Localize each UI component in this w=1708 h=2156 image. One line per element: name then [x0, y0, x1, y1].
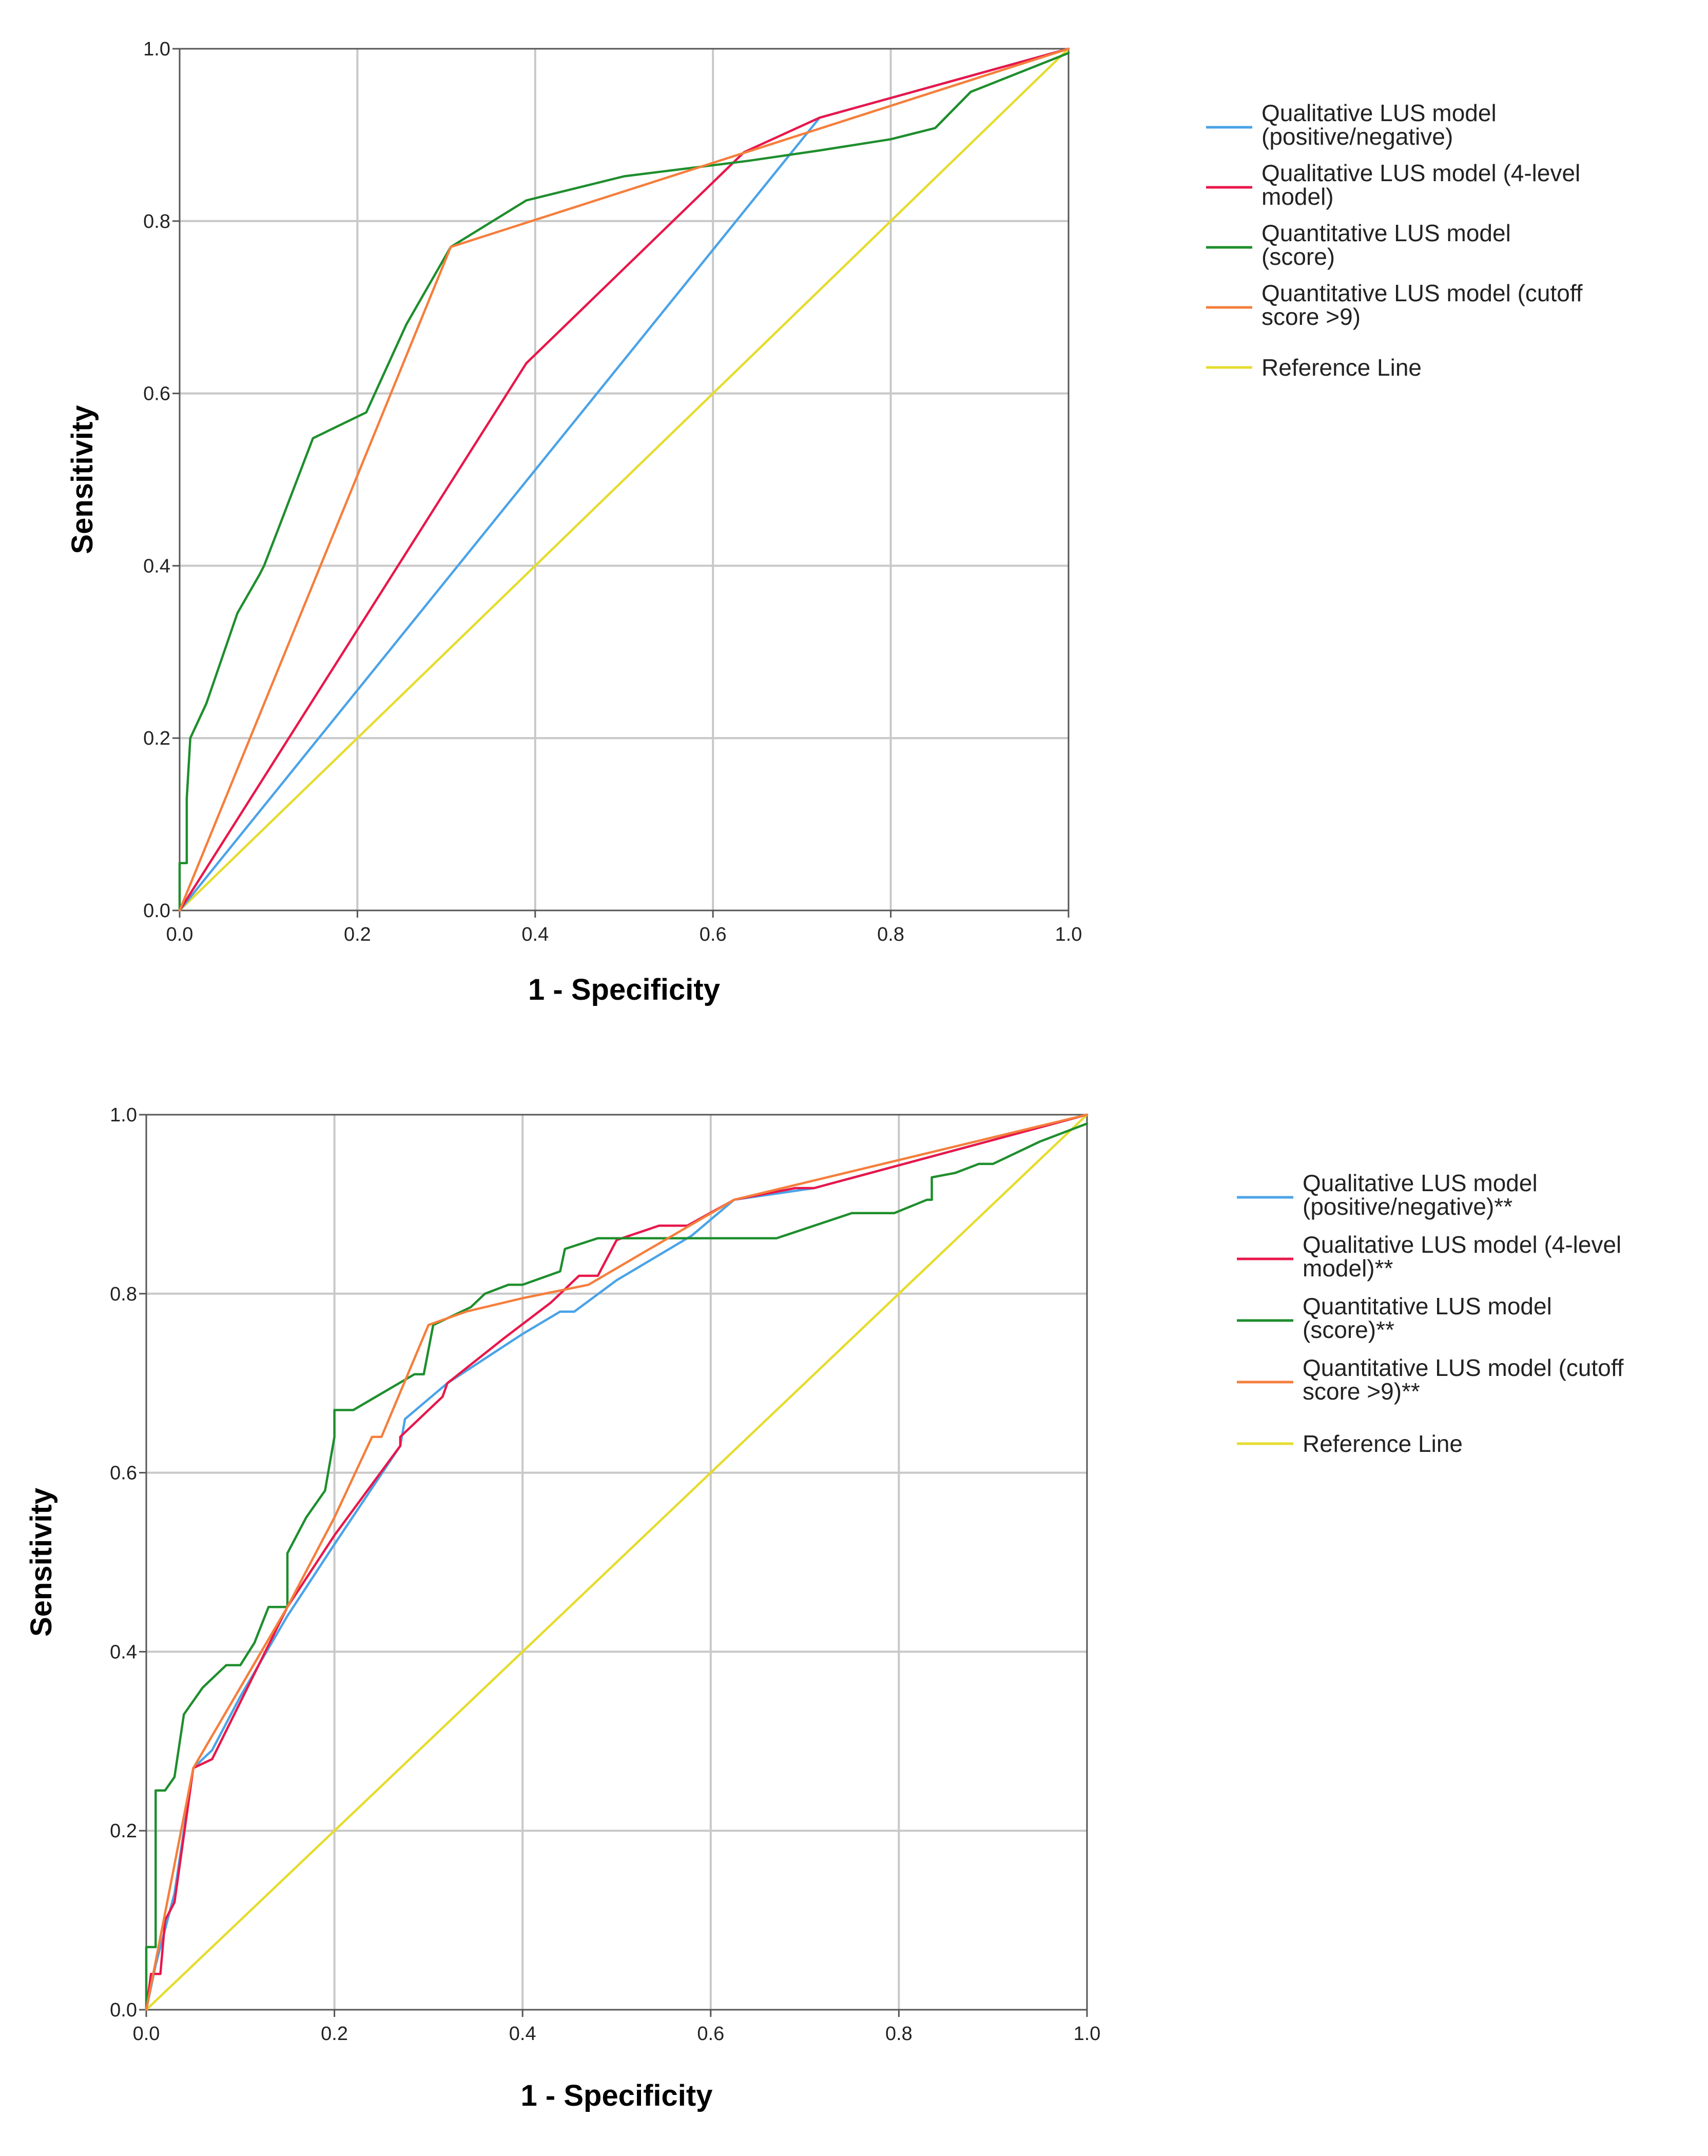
x-axis-title: 1 - Specificity [521, 2079, 713, 2112]
y-tick-label: 0.8 [143, 211, 170, 232]
x-tick-label: 1.0 [1055, 924, 1082, 945]
y-tick-label: 0.2 [143, 728, 170, 749]
y-tick-label: 0.2 [110, 1820, 137, 1842]
x-tick-label: 0.2 [321, 2023, 348, 2045]
legend-item: Qualitative LUS model(positive/negative)… [1237, 1170, 1538, 1220]
legend-item: Quantitative LUS model(score)** [1237, 1293, 1552, 1343]
roc-line-quantitative-lus-model-score [145, 1122, 1089, 2011]
legend: Qualitative LUS model(positive/negative)… [1206, 100, 1583, 381]
legend-item: Reference Line [1237, 1430, 1463, 1457]
y-tick-label: 0.4 [110, 1641, 137, 1663]
roc-line-qualitative-lus-model-4-level-model [145, 1113, 1089, 2011]
plot-frame [179, 48, 1070, 911]
x-tick-label: 0.4 [521, 924, 549, 945]
legend-label: Qualitative LUS model [1303, 1170, 1538, 1196]
y-tick-label: 1.0 [110, 1104, 137, 1126]
x-tick-label: 0.0 [133, 2023, 160, 2045]
y-tick-label: 0.0 [143, 900, 170, 922]
x-tick-label: 0.8 [877, 924, 904, 945]
x-tick-label: 1.0 [1074, 2023, 1101, 2045]
x-axis-title: 1 - Specificity [528, 973, 720, 1006]
roc-line-quantitative-lus-model-score [178, 52, 1070, 912]
x-tick-label: 0.0 [166, 924, 193, 945]
legend-label: Quantitative LUS model [1261, 220, 1511, 246]
legend-label: Reference Line [1303, 1430, 1463, 1457]
roc-line-reference-line [178, 47, 1070, 912]
legend-label: Qualitative LUS model (4-level [1303, 1231, 1621, 1258]
legend-label: Quantitative LUS model (cutoff [1303, 1354, 1624, 1381]
y-axis-title: Sensitivity [66, 405, 99, 554]
y-tick-label: 0.0 [110, 1999, 137, 2021]
legend-label: (score) [1261, 243, 1335, 270]
legend-label: Reference Line [1261, 354, 1422, 381]
x-tick-label: 0.6 [697, 2023, 724, 2045]
x-tick-label: 0.4 [509, 2023, 536, 2045]
x-tick-label: 0.6 [700, 924, 727, 945]
x-tick-label: 0.8 [885, 2023, 913, 2045]
chart-2: 0.0 0.2 0.4 0.6 0.8 1.0 0.0 0.2 0.4 0.6 0.8 1.0 1 - … [25, 1104, 1624, 2112]
legend-label: (score)** [1303, 1316, 1394, 1343]
y-tick-label: 1.0 [143, 38, 170, 60]
y-tick-label: 0.4 [143, 555, 170, 577]
plot-frame [145, 1114, 1088, 2011]
legend-label: model) [1261, 183, 1334, 210]
legend-label: Quantitative LUS model (cutoff [1261, 280, 1583, 306]
legend-item: Reference Line [1206, 354, 1422, 381]
y-tick-label: 0.8 [110, 1284, 137, 1305]
legend-label: score >9)** [1303, 1378, 1420, 1405]
y-axis-title: Sensitivity [25, 1488, 58, 1637]
legend-label: (positive/negative) [1261, 123, 1453, 150]
x-tick-label: 0.2 [344, 924, 371, 945]
chart-1: 0.0 0.2 0.4 0.6 0.8 1.0 0.0 0.2 0.4 0.6 0.8 1.0 1 - … [66, 38, 1583, 1006]
roc-line-quantitative-lus-model-cutoff-score-9 [178, 47, 1070, 912]
legend-label: Qualitative LUS model (4-level [1261, 160, 1580, 186]
legend-item: Qualitative LUS model(positive/negative) [1206, 100, 1497, 150]
legend-label: model)** [1303, 1255, 1393, 1281]
roc-line-quantitative-lus-model-cutoff-score-9 [145, 1113, 1089, 2011]
y-tick-label: 0.6 [110, 1463, 137, 1484]
roc-line-reference-line [145, 1113, 1089, 2011]
y-tick-label: 0.6 [143, 383, 170, 405]
legend-label: Qualitative LUS model [1261, 100, 1497, 126]
legend-item: Quantitative LUS model(score) [1206, 220, 1511, 270]
legend-label: (positive/negative)** [1303, 1193, 1512, 1220]
legend: Qualitative LUS model(positive/negative)… [1237, 1170, 1624, 1457]
legend-label: Quantitative LUS model [1303, 1293, 1552, 1319]
legend-label: score >9) [1261, 303, 1361, 330]
